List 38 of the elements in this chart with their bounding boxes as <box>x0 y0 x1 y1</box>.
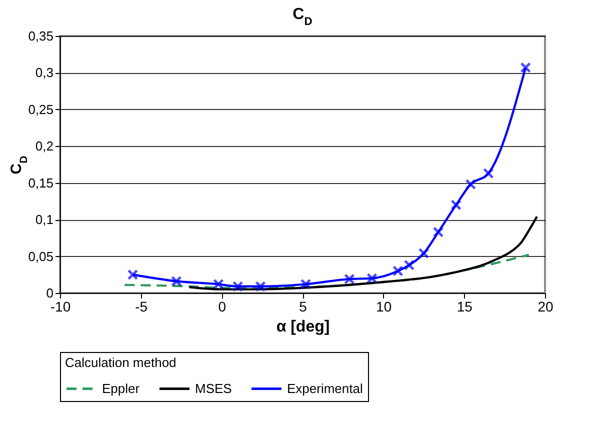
chart-title: C$_{D}$ <box>292 6 312 28</box>
point <box>450 199 462 210</box>
y-tick-label: 0,1 <box>35 212 54 228</box>
point <box>465 178 476 190</box>
y-tick-label: 0,05 <box>28 248 54 264</box>
point <box>344 274 355 284</box>
x-tick-label: 15 <box>456 298 473 314</box>
legend-label: Eppler <box>102 380 140 396</box>
legend-label: MSES <box>195 380 232 396</box>
x-axis-title: α [deg] <box>276 318 330 336</box>
point <box>232 280 244 292</box>
point <box>482 168 494 179</box>
point <box>127 269 138 280</box>
point <box>418 248 430 259</box>
point <box>213 278 224 290</box>
point <box>170 276 182 287</box>
point <box>520 62 532 74</box>
x-tick-label: 20 <box>538 298 554 314</box>
point <box>432 226 444 238</box>
x-tick-label: -5 <box>135 298 148 314</box>
y-tick-label: 0,25 <box>28 102 54 117</box>
y-tick-label: 0,15 <box>28 175 54 190</box>
x-tick-label: -10 <box>50 298 71 314</box>
point <box>392 266 404 276</box>
y-tick-label: 0,35 <box>28 28 54 44</box>
point <box>255 280 266 292</box>
line-series <box>124 254 530 289</box>
y-tick-label: 0,2 <box>35 138 54 154</box>
x-tick-label: 10 <box>376 298 392 314</box>
x-tick-label: 5 <box>299 298 308 314</box>
y-tick-label: 0 <box>46 286 54 300</box>
legend-label: Experimental <box>287 380 363 396</box>
legend-title: Calculation method <box>65 355 176 370</box>
point <box>300 278 312 290</box>
point <box>366 272 378 284</box>
x-tick-label: 0 <box>218 298 226 314</box>
point <box>404 260 415 271</box>
y-tick-label: 0,3 <box>35 65 54 80</box>
